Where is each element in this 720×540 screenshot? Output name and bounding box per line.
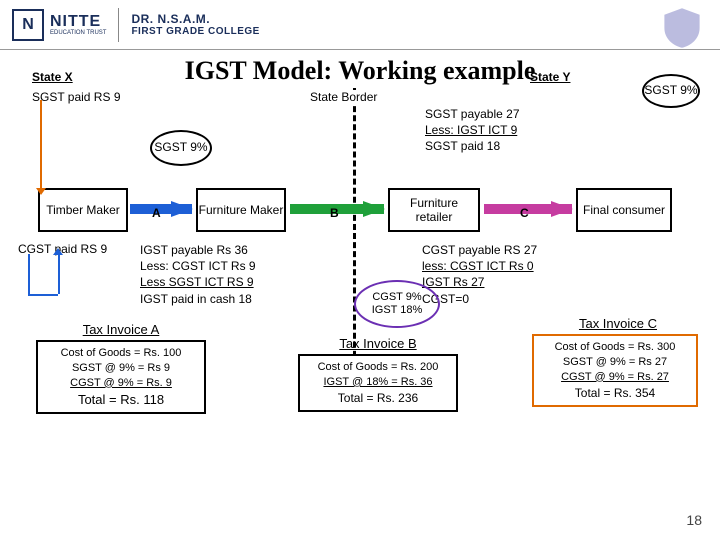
invoice-a-l3: CGST @ 9% = Rs. 9 bbox=[44, 376, 198, 391]
college-line2: FIRST GRADE COLLEGE bbox=[131, 26, 259, 37]
invoice-a-title: Tax Invoice A bbox=[46, 322, 196, 338]
nitte-main: NITTE bbox=[50, 13, 101, 30]
invoice-b-card: Cost of Goods = Rs. 200 IGST @ 18% = Rs.… bbox=[298, 354, 458, 412]
sgst-9-left-oval: SGST 9% bbox=[150, 130, 212, 166]
furniture-retailer-box: Furniture retailer bbox=[388, 188, 480, 232]
cgst-calc-l3: IGST Rs 27 bbox=[422, 274, 592, 290]
nitte-logo-block: N NITTE EDUCATION TRUST bbox=[12, 9, 106, 41]
furniture-maker-box: Furniture Maker bbox=[196, 188, 286, 232]
invoice-a-card: Cost of Goods = Rs. 100 SGST @ 9% = Rs 9… bbox=[36, 340, 206, 414]
igst-calc-l4: IGST paid in cash 18 bbox=[140, 291, 310, 307]
sgst-calc-block: SGST payable 27 Less: IGST ICT 9 SGST pa… bbox=[425, 106, 595, 155]
state-y-label: State Y bbox=[530, 70, 570, 84]
nitte-logo-mark: N bbox=[12, 9, 44, 41]
invoice-b-l2: IGST @ 18% = Rs. 36 bbox=[306, 375, 450, 390]
cgst-calc-l2: less: CGST ICT Rs 0 bbox=[422, 258, 592, 274]
timber-maker-box: Timber Maker bbox=[38, 188, 128, 232]
cgst-calc-l4: CGST=0 bbox=[422, 291, 592, 307]
cgst-calc-l1: CGST payable RS 27 bbox=[422, 242, 592, 258]
slide-number: 18 bbox=[686, 512, 702, 528]
college-crest-icon bbox=[660, 6, 704, 46]
nitte-sub: EDUCATION TRUST bbox=[50, 30, 106, 36]
invoice-a-l2: SGST @ 9% = Rs 9 bbox=[44, 361, 198, 376]
state-border-label: State Border bbox=[308, 90, 379, 105]
invoice-c-l3: CGST @ 9% = Rs. 27 bbox=[540, 370, 690, 385]
invoice-c-total: Total = Rs. 354 bbox=[540, 385, 690, 401]
cgst-calc-block: CGST payable RS 27 less: CGST ICT Rs 0 I… bbox=[422, 242, 592, 307]
final-consumer-box: Final consumer bbox=[576, 188, 672, 232]
sgst-calc-l1: SGST payable 27 bbox=[425, 106, 595, 122]
igst-calc-l1: IGST payable Rs 36 bbox=[140, 242, 310, 258]
arrow-a bbox=[130, 204, 192, 214]
college-line1: DR. N.S.A.M. bbox=[131, 12, 259, 26]
arrow-c-label: C bbox=[520, 206, 529, 221]
invoice-b-total: Total = Rs. 236 bbox=[306, 390, 450, 406]
invoice-b-l1: Cost of Goods = Rs. 200 bbox=[306, 360, 450, 375]
igst-calc-block: IGST payable Rs 36 Less: CGST ICT Rs 9 L… bbox=[140, 242, 310, 307]
sgst-calc-l2: Less: IGST ICT 9 bbox=[425, 122, 595, 138]
invoice-b-title: Tax Invoice B bbox=[298, 336, 458, 352]
cgst-igst-oval: CGST 9% IGST 18% bbox=[354, 280, 440, 328]
invoice-c-card: Cost of Goods = Rs. 300 SGST @ 9% = Rs 2… bbox=[532, 334, 698, 407]
slide-title: IGST Model: Working example bbox=[185, 56, 536, 86]
arrow-a-label: A bbox=[152, 206, 161, 221]
sgst-paid-text: SGST paid RS 9 bbox=[32, 90, 121, 105]
invoice-c-l2: SGST @ 9% = Rs 27 bbox=[540, 355, 690, 370]
header-divider bbox=[118, 8, 119, 42]
college-name: DR. N.S.A.M. FIRST GRADE COLLEGE bbox=[131, 12, 259, 37]
invoice-c-l1: Cost of Goods = Rs. 300 bbox=[540, 340, 690, 355]
sgst-calc-l3: SGST paid 18 bbox=[425, 138, 595, 154]
sgst-9-right-oval: SGST 9% bbox=[642, 74, 700, 108]
state-x-label: State X bbox=[32, 70, 73, 84]
igst-calc-l2: Less: CGST ICT Rs 9 bbox=[140, 258, 310, 274]
arrow-b-label: B bbox=[330, 206, 339, 221]
slide-header: N NITTE EDUCATION TRUST DR. N.S.A.M. FIR… bbox=[0, 0, 720, 50]
invoice-a-total: Total = Rs. 118 bbox=[44, 391, 198, 409]
invoice-c-title: Tax Invoice C bbox=[538, 316, 698, 332]
invoice-a-l1: Cost of Goods = Rs. 100 bbox=[44, 346, 198, 361]
igst-calc-l3: Less SGST ICT RS 9 bbox=[140, 274, 310, 290]
nitte-logo-text: NITTE EDUCATION TRUST bbox=[50, 14, 106, 36]
